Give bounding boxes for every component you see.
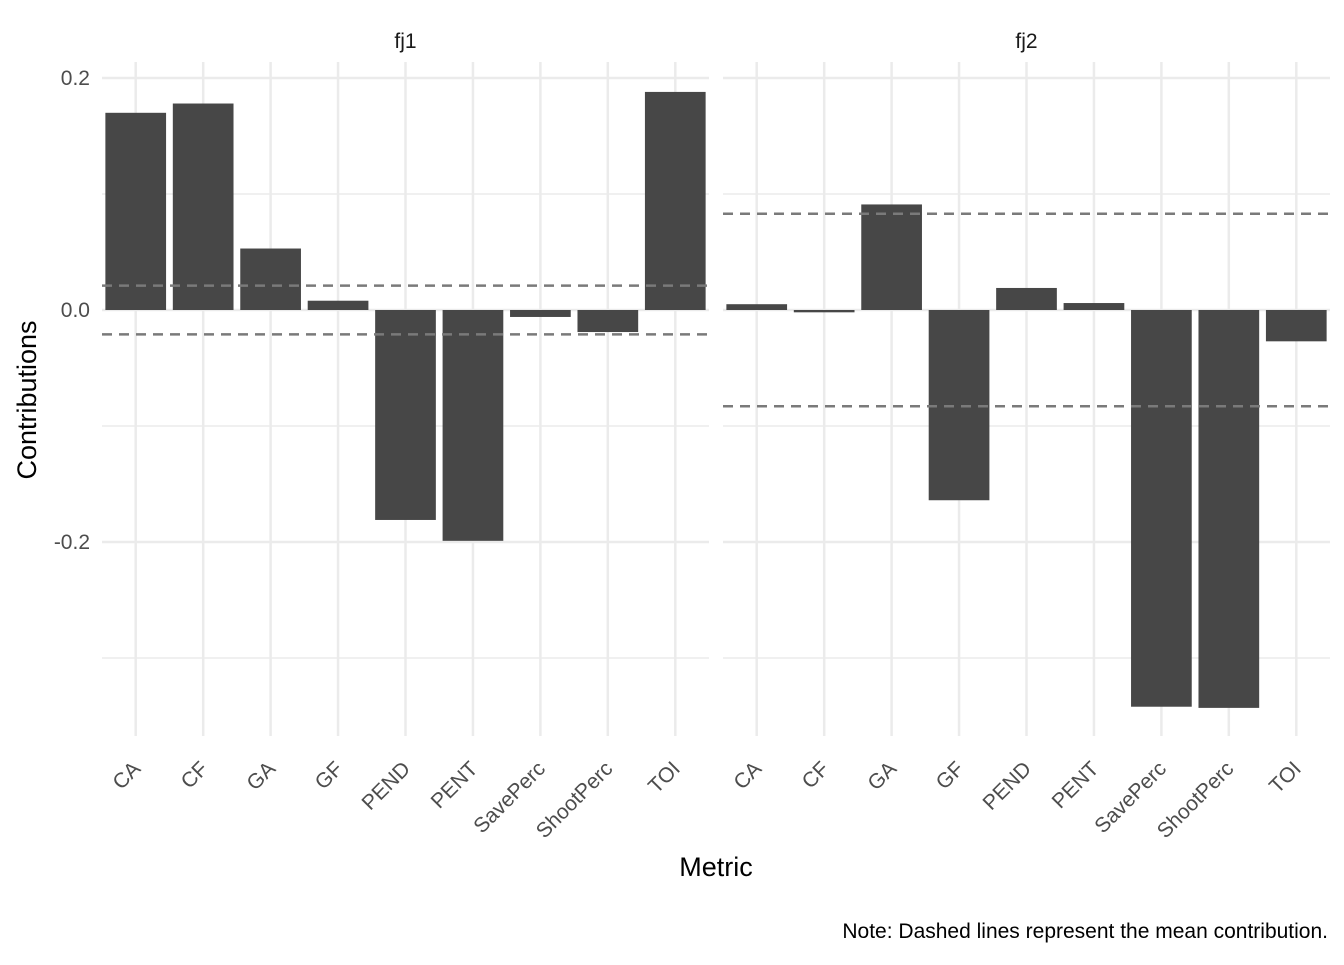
panel-title: fj1 (394, 30, 416, 53)
bars (105, 91, 1327, 708)
x-tick-label: PENT (1048, 757, 1104, 813)
bar-fj2-PENT (1063, 303, 1125, 310)
bar-fj1-TOI (644, 91, 706, 310)
bar-fj1-CA (105, 112, 167, 310)
bar-fj2-PEND (996, 287, 1057, 310)
y-axis-title: Contributions (12, 320, 42, 479)
x-axis-title: Metric (679, 852, 753, 882)
x-tick-label: PENT (427, 757, 483, 813)
bar-fj1-CF (172, 103, 234, 311)
x-tick-label: CA (729, 757, 766, 794)
x-tick-label: PEND (979, 757, 1037, 815)
y-tick-label: 0.0 (61, 299, 90, 322)
bar-fj1-GF (307, 300, 369, 310)
x-tick-label: GA (242, 757, 280, 795)
y-tick-label: -0.2 (54, 531, 90, 554)
x-tick-label: TOI (1265, 757, 1306, 798)
bar-fj2-GA (861, 204, 922, 310)
x-tick-label: CF (798, 757, 834, 793)
panel-title: fj2 (1015, 30, 1037, 53)
y-tick-label: 0.2 (61, 67, 90, 90)
bar-fj2-SavePerc (1131, 310, 1192, 707)
x-tick-label: CA (108, 757, 145, 794)
bar-fj2-ShootPerc (1198, 310, 1260, 708)
bar-fj1-SavePerc (510, 310, 571, 317)
bar-fj1-GA (240, 248, 301, 310)
x-tick-label: TOI (644, 757, 685, 798)
x-tick-label: CF (177, 757, 213, 793)
bar-fj2-CA (726, 304, 788, 310)
x-tick-label: GF (932, 757, 969, 794)
x-tick-label: GF (311, 757, 348, 794)
chart-caption: Note: Dashed lines represent the mean co… (842, 920, 1328, 943)
bar-fj2-CF (793, 310, 855, 313)
x-tick-label: PEND (358, 757, 416, 815)
bar-fj1-ShootPerc (577, 310, 639, 333)
bar-fj2-TOI (1265, 310, 1327, 342)
bar-fj1-PEND (375, 310, 436, 520)
x-tick-label: GA (863, 757, 901, 795)
bar-fj1-PENT (442, 310, 504, 541)
